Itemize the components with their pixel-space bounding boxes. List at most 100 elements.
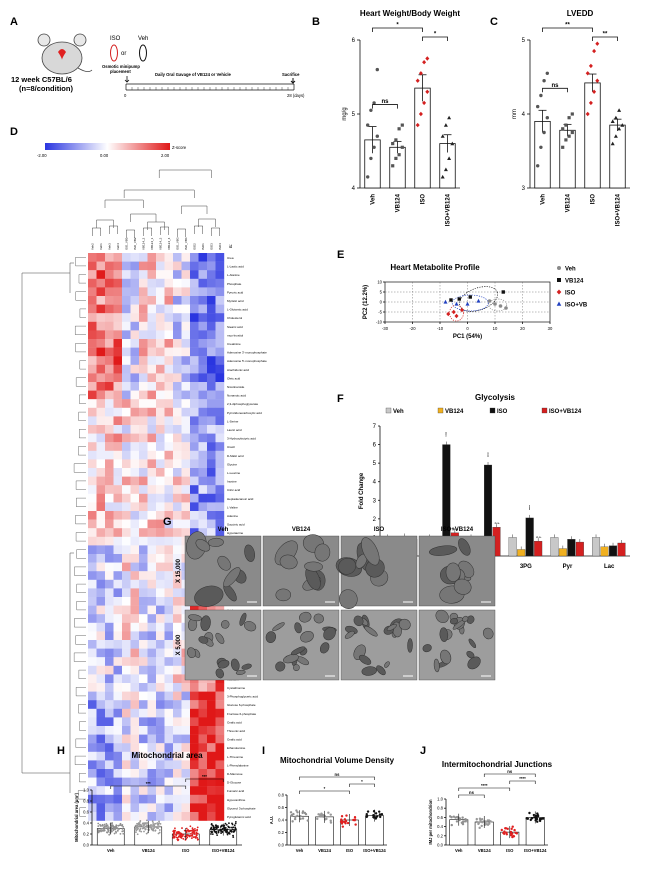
data-point — [567, 116, 571, 120]
heatmap-cell — [207, 734, 216, 744]
data-point — [595, 78, 600, 83]
heatmap-cell — [147, 493, 157, 503]
heatmap-cell — [190, 399, 199, 408]
heatmap-cell — [173, 640, 182, 649]
data-point — [232, 834, 234, 837]
mitochondrion — [223, 567, 241, 588]
data-point — [142, 826, 145, 828]
heatmap-cell — [96, 777, 106, 787]
dendrogram-branch — [75, 325, 86, 335]
heatmap-cell — [122, 321, 131, 331]
heatmap-cell — [113, 407, 123, 417]
heatmap-cell — [156, 347, 165, 357]
heatmap-cell — [207, 313, 216, 322]
data-point — [191, 827, 194, 830]
heatmap-cell — [173, 536, 182, 546]
data-point — [143, 824, 146, 826]
heatmap-cell — [190, 812, 199, 821]
heatmap-cell — [113, 622, 123, 632]
heatmap-cell — [164, 313, 174, 322]
heatmap-cell — [181, 296, 191, 305]
heatmap-cell — [147, 511, 157, 520]
heatmap-cell — [113, 528, 123, 537]
data-point — [536, 813, 540, 817]
data-point — [190, 837, 193, 840]
data-point — [121, 823, 124, 826]
data-point — [588, 63, 593, 69]
heatmap-cell — [96, 364, 106, 374]
data-point — [329, 821, 333, 824]
heatmap-cell — [164, 786, 174, 795]
dendrogram-branch — [79, 308, 86, 318]
heatmap-cell — [139, 648, 148, 658]
heatmap-cell — [130, 777, 140, 787]
heatmap-cell — [164, 450, 174, 460]
x-tick-label: Veh — [371, 194, 377, 205]
data-point — [193, 829, 196, 832]
heatmap-cell — [113, 261, 123, 271]
data-point — [211, 833, 214, 836]
heatmap-cell — [147, 270, 157, 279]
heatmap-cell — [164, 253, 174, 262]
mitochondrion — [422, 644, 432, 653]
panel-label-c: C — [490, 16, 498, 28]
data-point — [450, 816, 453, 819]
heatmap-cell — [207, 373, 216, 383]
heatmap-cell — [207, 468, 216, 477]
heatmap-cell — [139, 347, 148, 357]
data-point — [536, 164, 540, 168]
y-axis-label: Fold Change — [359, 472, 365, 509]
x-tick-label: ISO+VB124 — [446, 193, 452, 226]
mitochondrion — [215, 668, 224, 679]
dendrogram-branch — [75, 377, 86, 387]
heatmap-cell — [164, 700, 174, 709]
heatmap-cell — [173, 476, 182, 486]
heatmap-cell — [156, 476, 165, 486]
data-point — [233, 830, 235, 833]
heatmap-cell — [147, 743, 157, 752]
heatmap-cell — [164, 476, 174, 486]
heatmap-cell — [88, 416, 97, 426]
chart-title: LVEDD — [567, 9, 594, 18]
heatmap-cell — [215, 683, 225, 692]
heatmap-cell — [156, 708, 165, 718]
heatmap-cell — [113, 562, 123, 572]
heatmap-cell — [122, 786, 131, 795]
heatmap-cell — [113, 786, 123, 795]
heatmap-cell — [96, 519, 106, 529]
heatmap-cell — [215, 382, 225, 391]
heatmap-cell — [105, 683, 114, 692]
data-point — [400, 145, 404, 149]
heatmap-cell — [198, 502, 208, 512]
heatmap-cell — [139, 502, 148, 512]
heatmap-cell — [105, 631, 114, 641]
heatmap-cell — [105, 321, 114, 331]
heatmap-cell — [215, 287, 225, 297]
heatmap-row-label: Hypoxanthine — [227, 798, 246, 802]
heatmap-cell — [130, 657, 140, 666]
data-point — [104, 827, 107, 830]
heatmap-cell — [139, 356, 148, 365]
heatmap-cell — [156, 442, 165, 451]
heatmap-cell — [105, 536, 114, 546]
heatmap-cell — [122, 536, 131, 546]
data-point — [306, 819, 310, 822]
heatmap-cell — [122, 674, 131, 684]
heatmap-cell — [156, 373, 165, 383]
data-point — [215, 830, 217, 833]
data-point — [139, 827, 142, 830]
data-point — [504, 827, 508, 830]
significance-bracket — [458, 794, 485, 798]
heatmap-cell — [173, 562, 182, 572]
heatmap-cell — [88, 442, 97, 451]
heatmap-cell — [215, 519, 225, 529]
heatmap-cell — [147, 399, 157, 408]
heatmap-row-label: Pyruvic acid — [227, 290, 244, 294]
heatmap-cell — [190, 769, 199, 778]
heatmap-cell — [156, 536, 165, 546]
heatmap-cell — [156, 450, 165, 460]
mitochondrion — [186, 647, 196, 659]
heatmap-cell — [207, 425, 216, 434]
bar — [534, 540, 543, 557]
